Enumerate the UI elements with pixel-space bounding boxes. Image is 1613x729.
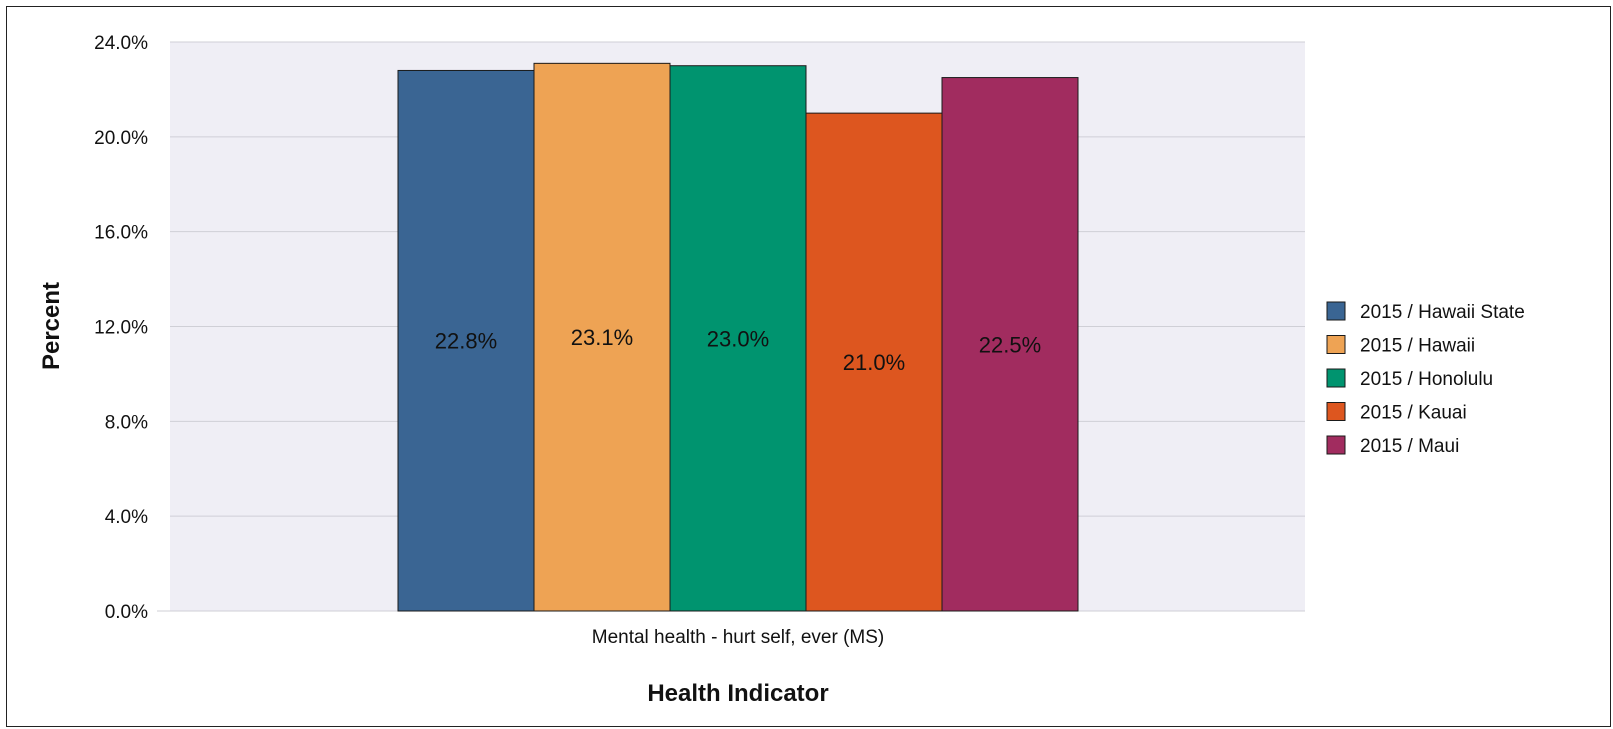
bar-value-label: 22.8% <box>435 329 497 354</box>
bars <box>397 62 1079 612</box>
legend: 2015 / Hawaii State 2015 / Hawaii 2015 / H… <box>1326 301 1525 457</box>
legend-swatch <box>1326 402 1346 421</box>
bar-value-label: 23.1% <box>571 325 633 350</box>
legend-label: 2015 / Maui <box>1360 436 1459 457</box>
y-tick-label: 8.0% <box>105 412 148 433</box>
bar-value-labels: 22.8% 23.1% 23.0% 21.0% 22.5% <box>435 325 1041 375</box>
legend-label: 2015 / Hawaii State <box>1360 302 1525 323</box>
legend-label: 2015 / Honolulu <box>1360 369 1493 390</box>
bar-value-label: 21.0% <box>843 350 905 375</box>
bar-2015-kauai <box>805 112 943 612</box>
legend-label: 2015 / Hawaii <box>1360 336 1475 357</box>
y-tick-label: 20.0% <box>94 128 148 149</box>
y-tick-label: 16.0% <box>94 223 148 244</box>
legend-swatch <box>1326 368 1346 388</box>
legend-swatch <box>1326 301 1346 321</box>
x-category-label: Mental health - hurt self, ever (MS) <box>592 627 885 648</box>
bar-2015-hawaii-state <box>397 69 535 612</box>
y-axis-ticks: 0.0% 4.0% 8.0% 12.0% 16.0% 20.0% 24.0% <box>94 33 148 623</box>
y-tick-label: 24.0% <box>94 33 148 54</box>
x-axis-title: Health Indicator <box>647 680 828 707</box>
y-tick-label: 4.0% <box>105 507 148 528</box>
legend-label: 2015 / Kauai <box>1360 403 1467 424</box>
bar-2015-maui <box>941 77 1079 612</box>
legend-swatch <box>1326 435 1346 455</box>
y-tick-label: 0.0% <box>105 602 148 623</box>
y-axis-title: Percent <box>38 282 65 370</box>
bar-2015-honolulu <box>669 65 807 612</box>
y-tick-label: 12.0% <box>94 318 148 339</box>
bar-value-label: 23.0% <box>707 326 769 351</box>
bar-value-label: 22.5% <box>979 332 1041 357</box>
legend-swatch <box>1326 335 1346 354</box>
bar-2015-hawaii <box>533 62 671 612</box>
